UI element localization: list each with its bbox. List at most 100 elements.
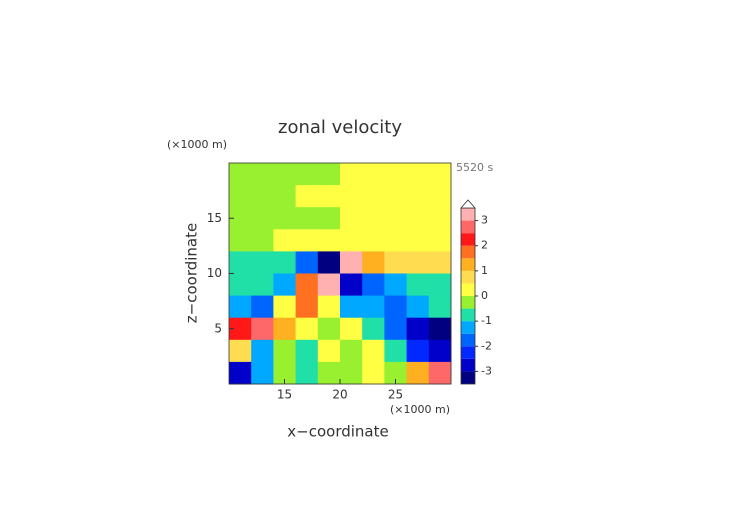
field-cell bbox=[406, 163, 430, 186]
x-tick-label: 20 bbox=[332, 388, 347, 402]
field-cell bbox=[428, 273, 452, 297]
colorbar-tick-label: 1 bbox=[481, 264, 488, 277]
field-cell bbox=[273, 361, 297, 385]
field-cell bbox=[384, 339, 408, 363]
field-cell bbox=[340, 185, 363, 208]
field-cell bbox=[295, 295, 319, 319]
field-cell bbox=[428, 207, 452, 230]
field-cell bbox=[384, 251, 408, 274]
field-cell bbox=[273, 163, 297, 186]
field-cell bbox=[295, 185, 319, 208]
field-cell bbox=[340, 273, 363, 297]
field-cell bbox=[362, 185, 385, 208]
field-cell bbox=[340, 361, 363, 385]
field-cell bbox=[229, 273, 252, 297]
y-axis-label: z−coordinate bbox=[183, 223, 201, 323]
colorbar-tick-label: 2 bbox=[481, 239, 488, 252]
field-cell bbox=[229, 317, 252, 341]
field-cell bbox=[362, 229, 385, 252]
field-cell bbox=[406, 273, 430, 297]
field-cell bbox=[428, 251, 452, 274]
field-cell bbox=[428, 339, 452, 363]
field-cell bbox=[317, 273, 341, 297]
field-cell bbox=[406, 295, 430, 319]
field-cell bbox=[362, 361, 385, 385]
field-cell bbox=[340, 295, 363, 319]
field-cell bbox=[273, 317, 297, 341]
field-cell bbox=[229, 361, 252, 385]
field-cell bbox=[384, 229, 408, 252]
field-cell bbox=[340, 251, 363, 274]
field-cell bbox=[229, 207, 252, 230]
field-cell bbox=[251, 273, 274, 297]
field-cell bbox=[362, 317, 385, 341]
field-cell bbox=[317, 251, 341, 274]
field-cell bbox=[229, 295, 252, 319]
field-cell bbox=[251, 317, 274, 341]
field-cell bbox=[273, 251, 297, 274]
field-cell bbox=[229, 251, 252, 274]
field-cell bbox=[362, 207, 385, 230]
y-unit: (×1000 m) bbox=[167, 138, 227, 151]
field-cell bbox=[428, 185, 452, 208]
field-cell bbox=[428, 361, 452, 385]
field-cell bbox=[317, 361, 341, 385]
field-cell bbox=[295, 207, 319, 230]
colorbar-band bbox=[461, 371, 475, 384]
field-cell bbox=[273, 207, 297, 230]
field-cell bbox=[428, 317, 452, 341]
field-cell bbox=[406, 185, 430, 208]
field-cell bbox=[406, 207, 430, 230]
time-label: 5520 s bbox=[456, 161, 493, 174]
field-cell bbox=[362, 251, 385, 274]
field-cell bbox=[295, 229, 319, 252]
colorbar-band bbox=[461, 346, 475, 359]
field-cell bbox=[317, 229, 341, 252]
field-cell bbox=[229, 163, 252, 186]
colorbar-band bbox=[461, 258, 475, 271]
field-cell bbox=[362, 339, 385, 363]
x-axis-label: x−coordinate bbox=[287, 423, 388, 441]
colorbar-band bbox=[461, 321, 475, 334]
colorbar-band bbox=[461, 296, 475, 309]
field-cell bbox=[229, 185, 252, 208]
field-cell bbox=[273, 295, 297, 319]
field-cell bbox=[317, 339, 341, 363]
field-cell bbox=[273, 229, 297, 252]
colorbar-band bbox=[461, 220, 475, 234]
colorbar-band bbox=[461, 283, 475, 296]
field-cell bbox=[251, 361, 274, 385]
field-cell bbox=[295, 273, 319, 297]
field-cell bbox=[317, 163, 341, 186]
field-cell bbox=[273, 185, 297, 208]
field-cell bbox=[295, 317, 319, 341]
field-cell bbox=[406, 229, 430, 252]
y-tick-label: 15 bbox=[207, 211, 222, 225]
x-tick-label: 25 bbox=[388, 388, 403, 402]
y-tick-label: 10 bbox=[207, 266, 222, 280]
field-cell bbox=[406, 317, 430, 341]
field-cell bbox=[251, 339, 274, 363]
colorbar-band bbox=[461, 358, 475, 372]
field-cell bbox=[406, 251, 430, 274]
colorbar-band bbox=[461, 308, 475, 322]
colorbar-tick-label: 0 bbox=[481, 289, 488, 302]
field-cell bbox=[340, 229, 363, 252]
field-cell bbox=[251, 251, 274, 274]
field-cell bbox=[251, 185, 274, 208]
field-cell bbox=[340, 339, 363, 363]
field-cell bbox=[362, 295, 385, 319]
field-cell bbox=[362, 273, 385, 297]
field-cell bbox=[251, 295, 274, 319]
field-cell bbox=[295, 339, 319, 363]
field-cell bbox=[384, 317, 408, 341]
colorbar-band bbox=[461, 208, 475, 221]
field-cell bbox=[251, 207, 274, 230]
field-cell bbox=[384, 295, 408, 319]
field-cell bbox=[384, 273, 408, 297]
field-cell bbox=[295, 251, 319, 274]
field-cell bbox=[428, 295, 452, 319]
field-cell bbox=[340, 207, 363, 230]
